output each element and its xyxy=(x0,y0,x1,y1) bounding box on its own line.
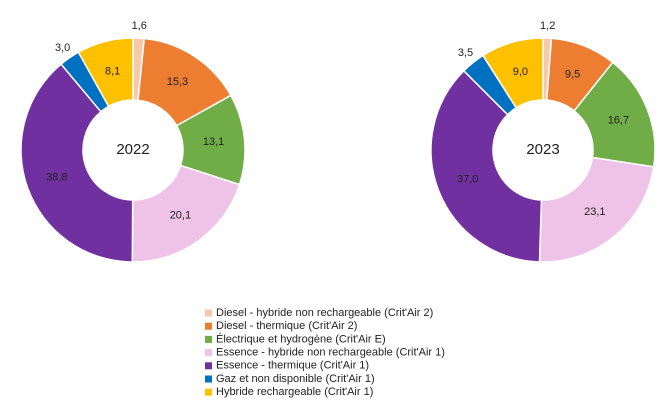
value-label: 9,0 xyxy=(513,66,528,78)
legend-label: Essence - thermique (Crit'Air 1) xyxy=(216,360,369,372)
donut-segment xyxy=(77,37,134,108)
donut-segment xyxy=(430,69,543,263)
value-label: 23,1 xyxy=(584,206,605,218)
value-label: 3,0 xyxy=(55,42,70,54)
value-label: 38,8 xyxy=(46,171,67,183)
value-label: 37,0 xyxy=(457,174,478,186)
legend-swatch xyxy=(205,335,212,343)
value-label: 16,7 xyxy=(608,114,629,126)
donut-segment xyxy=(481,37,544,109)
value-label: 13,1 xyxy=(203,136,224,148)
value-label: 1,2 xyxy=(540,20,555,32)
legend-label: Gaz et non disponible (Crit'Air 1) xyxy=(216,373,375,385)
legend-label: Essence - hybride non rechargeable (Crit… xyxy=(216,347,445,359)
donut-segment xyxy=(573,61,656,168)
legend-label: Diesel - thermique (Crit'Air 2) xyxy=(216,320,357,332)
donut-segment xyxy=(20,63,134,263)
value-label: 1,6 xyxy=(132,20,147,32)
legend-swatch xyxy=(205,349,212,357)
value-label: 15,3 xyxy=(167,76,188,88)
donut-segment xyxy=(538,156,655,263)
legend-swatch xyxy=(205,322,212,330)
legend-swatch xyxy=(205,309,212,317)
donut-segment xyxy=(131,164,241,263)
legend-swatch xyxy=(205,362,212,370)
donut-center-label: 2023 xyxy=(526,141,559,158)
legend-label: Hybride rechargeable (Crit'Air 1) xyxy=(216,386,373,398)
legend-label: Électrique et hydrogène (Crit'Air E) xyxy=(216,332,386,345)
donut-center-label: 2022 xyxy=(116,141,149,158)
legend-swatch xyxy=(205,375,212,383)
value-label: 3,5 xyxy=(458,47,473,59)
value-label: 9,5 xyxy=(565,69,580,81)
value-label: 8,1 xyxy=(105,66,120,78)
legend-swatch xyxy=(205,388,212,396)
legend-label: Diesel - hybride non rechargeable (Crit'… xyxy=(216,307,433,319)
value-label: 20,1 xyxy=(170,210,191,222)
